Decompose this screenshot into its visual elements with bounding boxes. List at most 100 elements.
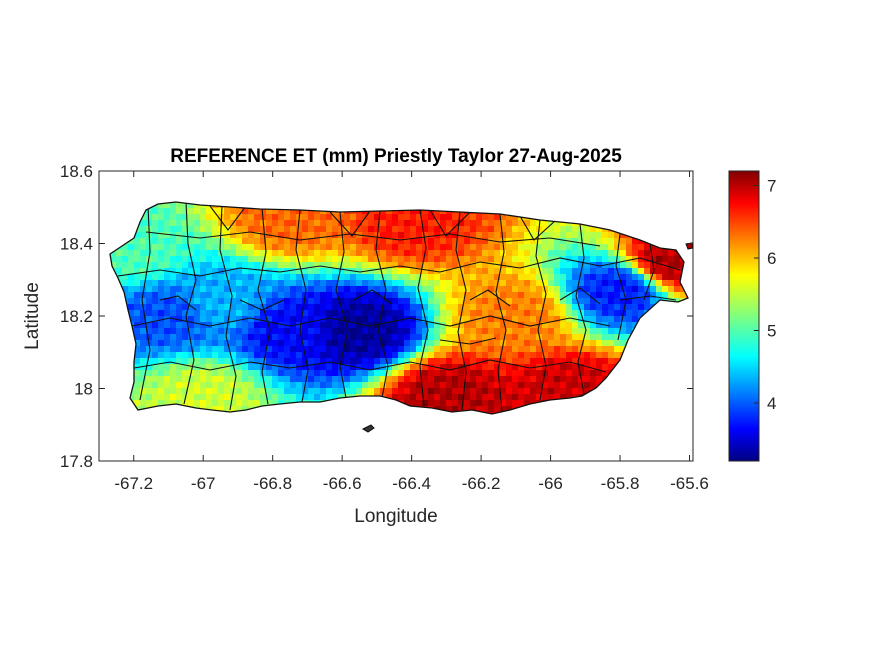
heat-cell [170,346,177,353]
heat-cell [662,256,669,263]
heat-cell [242,328,249,335]
heat-cell [194,220,201,227]
heat-cell [422,334,429,341]
heat-cell [212,382,219,389]
heat-cell [368,232,375,239]
heat-cell [662,268,669,275]
heat-cell [248,238,255,245]
heat-cell [440,400,447,407]
heat-cell [134,394,141,401]
heat-cell [572,280,579,287]
heat-cell [128,256,135,263]
heat-cell [410,274,417,281]
heat-cell [284,298,291,305]
heat-cell [398,304,405,311]
heat-cell [506,346,513,353]
heat-cell [224,304,231,311]
heat-cell [518,238,525,245]
municipality-boundary [619,295,677,301]
heat-cell [452,304,459,311]
heat-cell [638,292,645,299]
heat-cell [332,238,339,245]
heat-cell [296,268,303,275]
heat-cell [230,370,237,377]
heat-cell [452,274,459,281]
municipality-boundary [643,243,655,301]
heat-cell [620,268,627,275]
heat-cell [242,256,249,263]
heat-cell [182,304,189,311]
heat-cell [428,364,435,371]
heat-cell [518,358,525,365]
heat-cell [230,358,237,365]
heat-cell [302,376,309,383]
heat-cell [608,286,615,293]
heat-cell [488,214,495,221]
heat-cell [404,304,411,311]
heat-cell [302,268,309,275]
heat-cell [554,394,561,401]
heat-cell [308,388,315,395]
heat-cell [392,226,399,233]
heat-cell [356,244,363,251]
heat-cell [332,340,339,347]
y-axis-label: Latitude [22,282,43,350]
heat-cell [176,220,183,227]
heat-cell [380,316,387,323]
heat-cell [290,220,297,227]
heat-cell [578,274,585,281]
heat-cell [410,214,417,221]
heat-cell [236,316,243,323]
heat-cell [524,370,531,377]
heat-cell [440,292,447,299]
heat-cell [668,262,675,269]
heat-cell [458,370,465,377]
heat-cell [506,328,513,335]
heat-cell [224,250,231,257]
heat-cell [212,286,219,293]
heat-cell [248,292,255,299]
heat-cell [182,388,189,395]
heat-cell [596,226,603,233]
heat-cell [278,268,285,275]
heat-cell [590,232,597,239]
heat-cell [176,286,183,293]
heat-cell [404,274,411,281]
heat-cell [266,226,273,233]
heat-cell [542,244,549,251]
heat-cell [200,340,207,347]
heat-cell [470,238,477,245]
heat-cell [206,280,213,287]
heat-cell [512,364,519,371]
heat-cell [128,316,135,323]
heat-cell [446,232,453,239]
heat-cell [248,244,255,251]
heat-cell [488,340,495,347]
heat-cell [476,250,483,257]
heat-cell [440,286,447,293]
heat-cell [470,250,477,257]
heat-cell [146,304,153,311]
heat-cell [164,232,171,239]
heat-cell [530,352,537,359]
heat-cell [404,370,411,377]
heat-cell [572,370,579,377]
heat-cell [266,394,273,401]
heat-cell [386,238,393,245]
heat-cell [530,376,537,383]
heat-cell [626,310,633,317]
heat-cell [224,262,231,269]
heat-cell [404,394,411,401]
heat-cell [278,358,285,365]
heat-cell [422,358,429,365]
heat-cell [152,352,159,359]
heat-cell [272,292,279,299]
heat-cell [392,346,399,353]
heat-cell [626,274,633,281]
heat-cell [656,274,663,281]
heat-cell [452,382,459,389]
heat-cell [410,352,417,359]
heat-cell [428,334,435,341]
heat-cell [248,232,255,239]
heat-cell [416,346,423,353]
